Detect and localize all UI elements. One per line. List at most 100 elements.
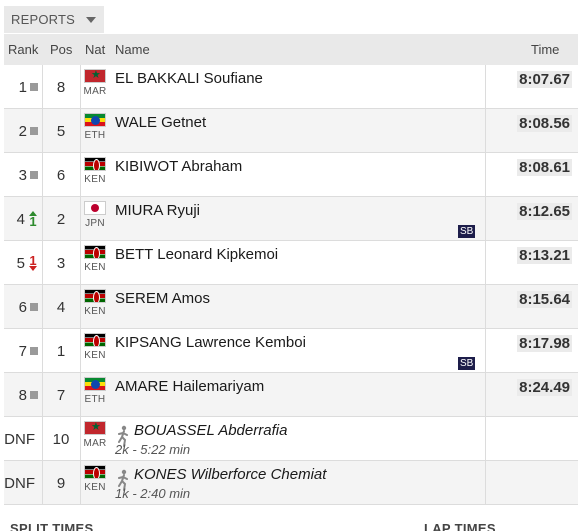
nat-cell: KEN <box>82 465 108 493</box>
athlete-name[interactable]: SEREM Amos <box>115 290 211 307</box>
athlete-name[interactable]: KIPSANG Lawrence Kemboi <box>115 334 306 351</box>
nat-cell: MAR <box>82 421 108 449</box>
nat-cell: ETH <box>82 377 108 405</box>
dnf-detail: 2k - 5:22 min <box>115 442 191 457</box>
rank-value: DNF <box>4 430 35 448</box>
athlete-name[interactable]: EL BAKKALI Soufiane <box>115 70 263 87</box>
nat-cell: KEN <box>82 157 108 185</box>
no-change-icon <box>30 83 38 91</box>
split-times-heading[interactable]: SPLIT TIMES <box>10 521 94 531</box>
table-row[interactable]: 1 8 MAR EL BAKKALI Soufiane 8:07.67 <box>4 65 578 109</box>
flag-icon <box>84 201 106 215</box>
rank-value: 3 <box>18 166 27 184</box>
runner-icon <box>118 469 128 491</box>
athlete-name[interactable]: BETT Leonard Kipkemoi <box>115 246 279 263</box>
pos-cell: 9 <box>56 474 66 492</box>
pos-cell: 4 <box>56 298 66 316</box>
reports-label: REPORTS <box>11 12 76 27</box>
reports-dropdown[interactable]: REPORTS <box>4 6 104 33</box>
rank-cell: 1 <box>4 65 42 109</box>
season-best-badge: SB <box>458 225 476 238</box>
rank-cell: 5 1 <box>4 241 42 285</box>
rank-value: 2 <box>18 122 27 140</box>
result-time: 8:07.67 <box>517 71 572 88</box>
nat-code: KEN <box>84 482 106 493</box>
athlete-name[interactable]: KIBIWOT Abraham <box>115 158 243 175</box>
pos-cell: 6 <box>56 166 66 184</box>
nat-code: MAR <box>83 86 107 97</box>
rank-value: 4 <box>16 210 25 228</box>
dnf-detail: 1k - 2:40 min <box>115 486 191 501</box>
no-change-icon <box>30 171 38 179</box>
chevron-down-icon <box>86 16 97 23</box>
pos-cell: 3 <box>56 254 66 272</box>
athlete-name[interactable]: MIURA Ryuji <box>115 202 201 219</box>
rank-change: 1 <box>29 253 37 268</box>
rank-cell: 8 <box>4 373 42 417</box>
table-row[interactable]: 6 4 KEN SEREM Amos 8:15.64 <box>4 285 578 329</box>
athlete-name[interactable]: AMARE Hailemariyam <box>115 378 265 395</box>
rank-cell: 4 1 <box>4 197 42 241</box>
table-row[interactable]: 4 1 2 JPN MIURA Ryuji SB 8:12.65 <box>4 197 578 241</box>
nat-code: ETH <box>84 394 106 405</box>
result-time: 8:17.98 <box>517 335 572 352</box>
athlete-name[interactable]: BOUASSEL Abderrafia <box>134 422 288 439</box>
rank-value: 5 <box>16 254 25 272</box>
table-row[interactable]: 2 5 ETH WALE Getnet 8:08.56 <box>4 109 578 153</box>
table-row[interactable]: DNF 9 KEN KONES Wilberforce Chemiat 1k -… <box>4 461 578 505</box>
col-rank[interactable]: Rank <box>8 42 39 57</box>
lap-times-heading[interactable]: LAP TIMES <box>424 521 496 531</box>
nat-cell: KEN <box>82 333 108 361</box>
result-time: 8:12.65 <box>517 203 572 220</box>
athlete-name[interactable]: KONES Wilberforce Chemiat <box>134 466 327 483</box>
table-header: Rank Pos Nat Name Time <box>4 34 578 65</box>
flag-icon <box>84 465 106 479</box>
nat-cell: ETH <box>82 113 108 141</box>
table-row[interactable]: 3 6 KEN KIBIWOT Abraham 8:08.61 <box>4 153 578 197</box>
rank-cell: 2 <box>4 109 42 153</box>
arrow-down-icon <box>29 266 37 271</box>
table-row[interactable]: 7 1 KEN KIPSANG Lawrence Kemboi SB 8:17.… <box>4 329 578 373</box>
pos-cell: 2 <box>56 210 66 228</box>
col-name[interactable]: Name <box>115 42 150 57</box>
season-best-badge: SB <box>458 357 476 370</box>
flag-icon <box>84 157 106 171</box>
nat-code: ETH <box>84 130 106 141</box>
rank-cell: DNF <box>4 417 42 461</box>
nat-cell: KEN <box>82 289 108 317</box>
rank-cell: 7 <box>4 329 42 373</box>
flag-icon <box>84 113 106 127</box>
rank-value: 7 <box>18 342 27 360</box>
col-nat[interactable]: Nat <box>85 42 106 57</box>
athlete-name[interactable]: WALE Getnet <box>115 114 207 131</box>
rank-cell: 6 <box>4 285 42 329</box>
result-time: 8:13.21 <box>517 247 572 264</box>
arrow-up-icon <box>29 211 37 216</box>
result-time: 8:15.64 <box>517 291 572 308</box>
table-row[interactable]: 8 7 ETH AMARE Hailemariyam 8:24.49 <box>4 373 578 417</box>
col-time[interactable]: Time <box>531 42 560 57</box>
flag-icon <box>84 289 106 303</box>
nat-cell: KEN <box>82 245 108 273</box>
rank-value: DNF <box>4 474 35 492</box>
rank-value: 8 <box>18 386 27 404</box>
rank-up-indicator: 1 <box>28 211 38 228</box>
flag-icon <box>84 245 106 259</box>
nat-cell: JPN <box>82 201 108 229</box>
flag-icon <box>84 69 106 83</box>
table-row[interactable]: DNF 10 MAR BOUASSEL Abderrafia 2k - 5:22… <box>4 417 578 461</box>
no-change-icon <box>30 347 38 355</box>
flag-icon <box>84 377 106 391</box>
pos-cell: 10 <box>52 430 70 448</box>
table-row[interactable]: 5 1 3 KEN BETT Leonard Kipkemoi 8:13.21 <box>4 241 578 285</box>
rank-cell: DNF <box>4 461 42 505</box>
result-time: 8:08.61 <box>517 159 572 176</box>
results-table: Rank Pos Nat Name Time 1 8 MAR EL BAKKAL… <box>4 34 578 505</box>
pos-cell: 8 <box>56 78 66 96</box>
pos-cell: 1 <box>56 342 66 360</box>
nat-code: MAR <box>83 438 107 449</box>
result-time: 8:08.56 <box>517 115 572 132</box>
flag-icon <box>84 421 106 435</box>
pos-cell: 5 <box>56 122 66 140</box>
col-pos[interactable]: Pos <box>50 42 73 57</box>
